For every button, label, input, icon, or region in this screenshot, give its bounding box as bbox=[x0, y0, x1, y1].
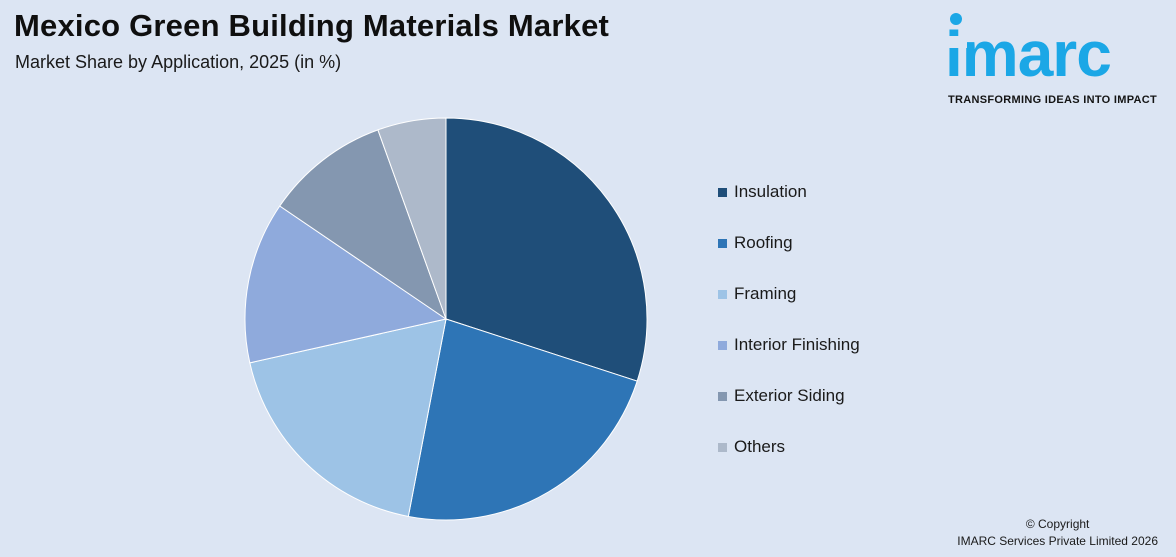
chart-title: Mexico Green Building Materials Market bbox=[14, 8, 610, 43]
legend-item-exterior-siding: Exterior Siding bbox=[718, 384, 860, 435]
legend-item-framing: Framing bbox=[718, 282, 860, 333]
legend-label: Exterior Siding bbox=[734, 386, 845, 405]
legend-swatch bbox=[718, 341, 727, 350]
copyright-line-2: IMARC Services Private Limited 2026 bbox=[957, 534, 1158, 548]
legend-swatch bbox=[718, 239, 727, 248]
logo-i-dot bbox=[950, 13, 962, 25]
legend-item-insulation: Insulation bbox=[718, 180, 860, 231]
legend-item-interior-finishing: Interior Finishing bbox=[718, 333, 860, 384]
pie-slice-others bbox=[377, 117, 447, 320]
logo-tagline: TRANSFORMING IDEAS INTO IMPACT bbox=[948, 94, 1158, 106]
legend-label: Insulation bbox=[734, 182, 807, 201]
pie-chart bbox=[244, 117, 648, 521]
imarc-logo: imarc TRANSFORMING IDEAS INTO IMPACT bbox=[945, 8, 1171, 108]
pie-slice-roofing bbox=[407, 318, 638, 521]
pie-slice-framing bbox=[249, 318, 447, 518]
pie-slice-insulation bbox=[445, 117, 648, 382]
chart-legend: Insulation Roofing Framing Interior Finishi… bbox=[718, 180, 860, 486]
copyright-notice: © Copyright IMARC Services Private Limit… bbox=[957, 516, 1158, 550]
logo-i-gap bbox=[945, 38, 967, 48]
legend-item-others: Others bbox=[718, 435, 860, 486]
legend-swatch bbox=[718, 290, 727, 299]
pie-slice-exterior-siding bbox=[279, 129, 447, 321]
legend-item-roofing: Roofing bbox=[718, 231, 860, 282]
chart-subtitle: Market Share by Application, 2025 (in %) bbox=[15, 52, 342, 72]
legend-label: Interior Finishing bbox=[734, 335, 860, 354]
legend-swatch bbox=[718, 443, 727, 452]
legend-swatch bbox=[718, 188, 727, 197]
copyright-line-1: © Copyright bbox=[1025, 517, 1090, 531]
logo-wordmark: imarc bbox=[945, 18, 1112, 90]
legend-label: Others bbox=[734, 437, 786, 456]
pie-slice-interior-finishing bbox=[244, 205, 448, 364]
legend-swatch bbox=[718, 392, 727, 401]
legend-label: Framing bbox=[734, 284, 797, 303]
legend-label: Roofing bbox=[734, 233, 793, 252]
